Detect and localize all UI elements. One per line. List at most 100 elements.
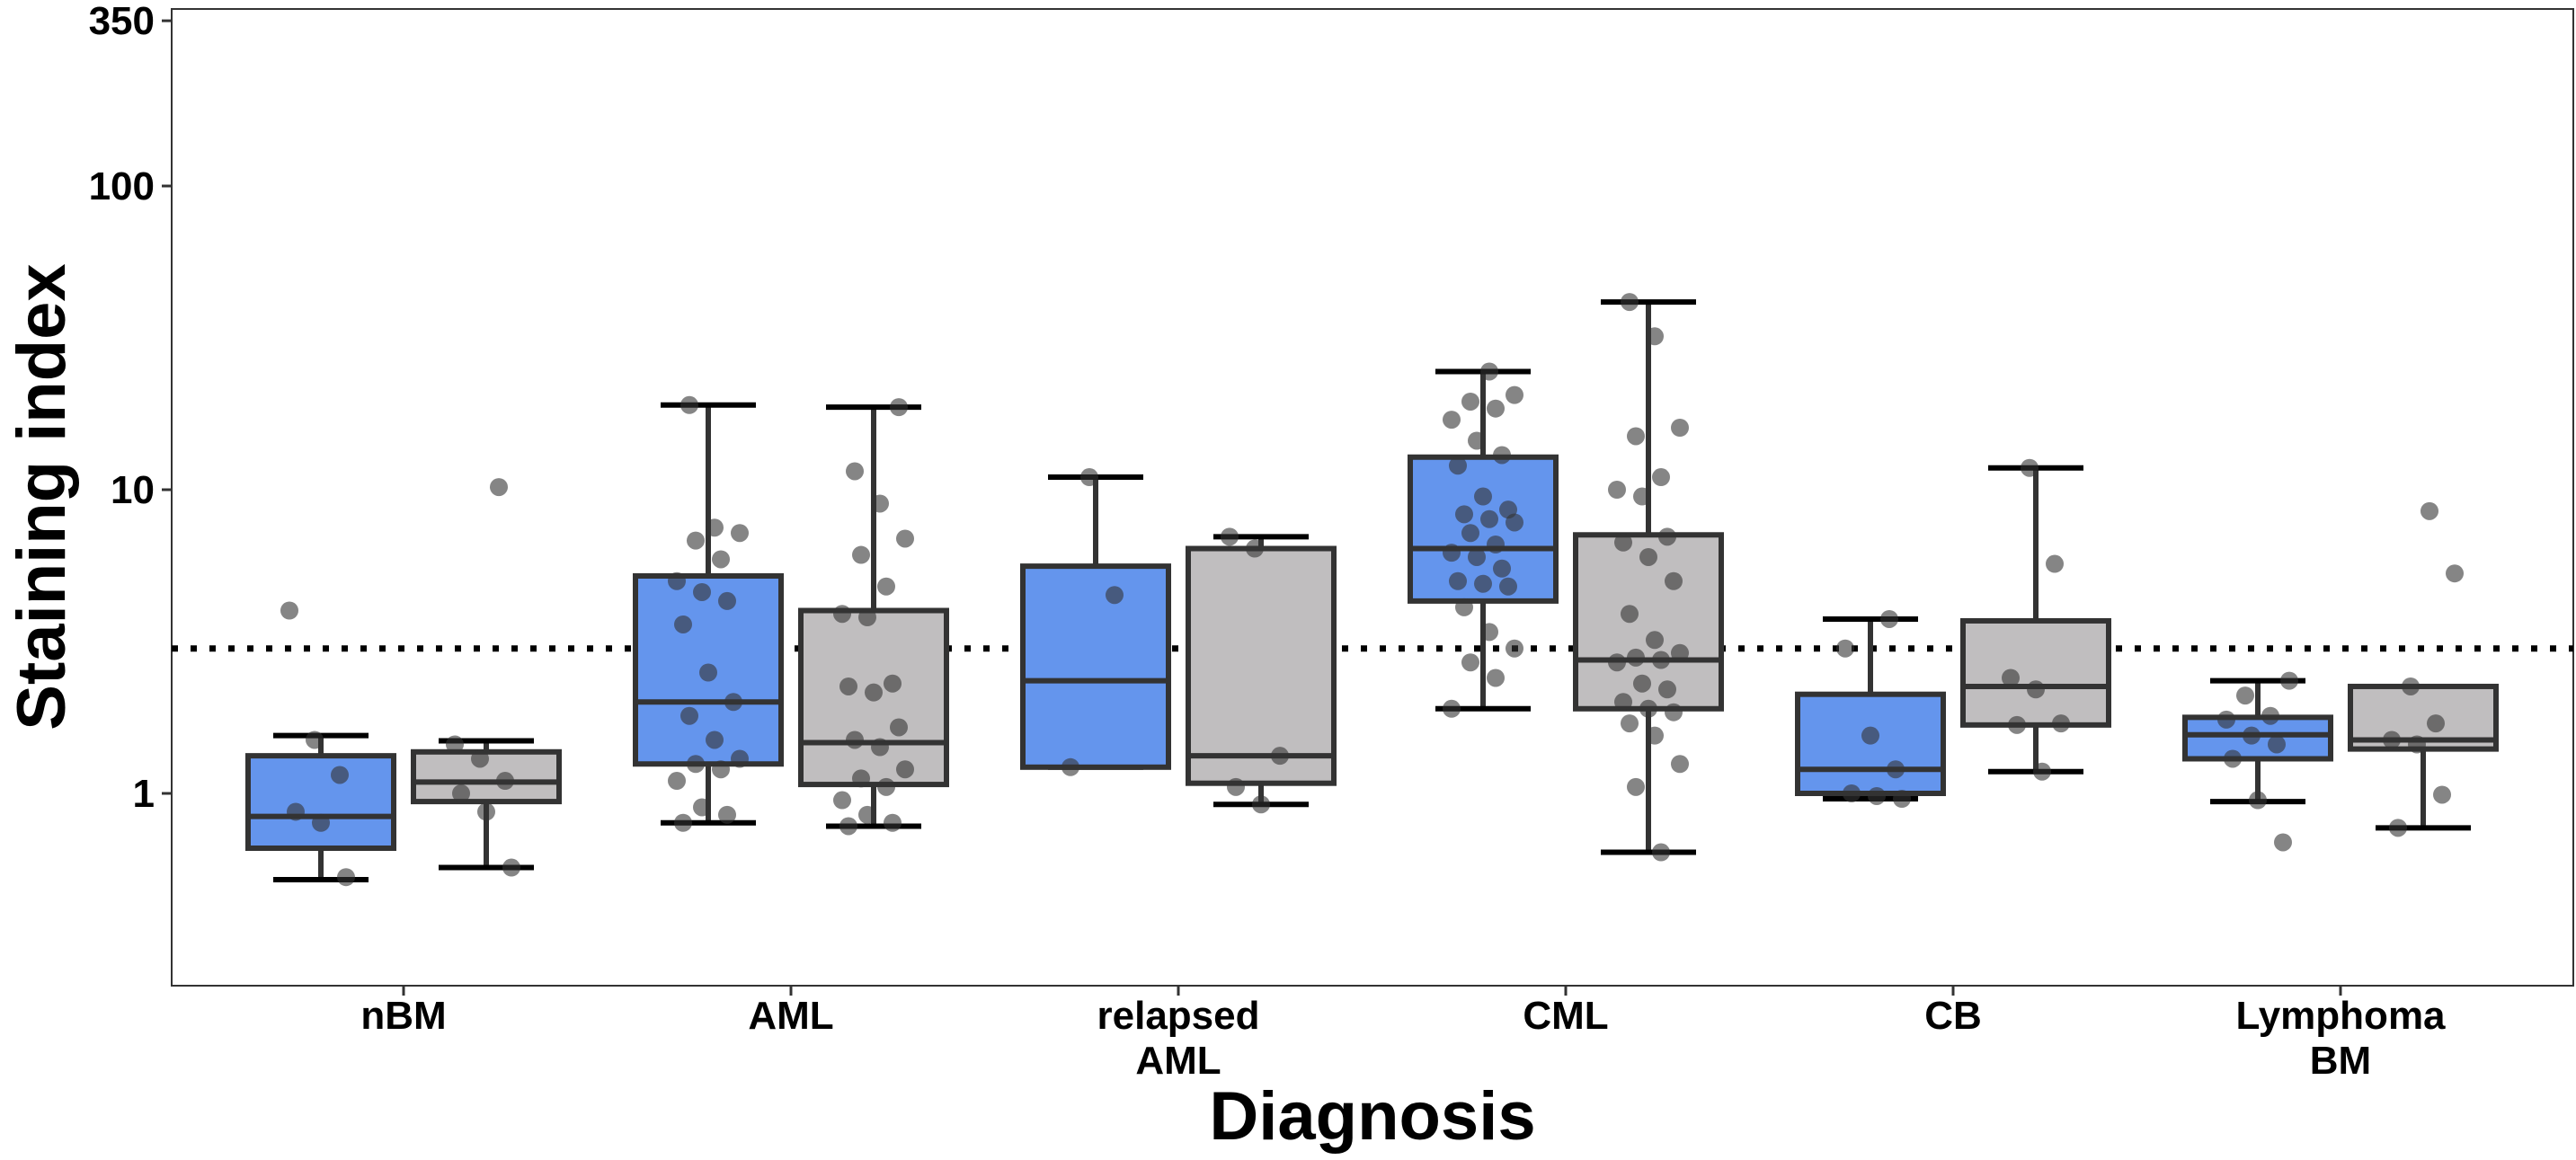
data-point [884, 814, 902, 832]
box [1188, 549, 1334, 784]
data-point [2280, 672, 2298, 690]
data-point [1493, 560, 1511, 578]
data-point [1061, 758, 1079, 776]
data-point [1836, 640, 1854, 658]
x-tick-label: AML [748, 994, 833, 1038]
data-point [1658, 680, 1676, 698]
data-point [2002, 669, 2020, 686]
data-point [2408, 735, 2426, 753]
y-tick-label: 100 [89, 164, 155, 208]
data-point [1461, 653, 1479, 671]
data-point [2236, 686, 2254, 704]
data-point [1614, 693, 1632, 711]
data-point [1493, 446, 1511, 464]
data-point [1480, 362, 1498, 380]
data-point [1443, 700, 1461, 718]
data-point [1665, 704, 1683, 722]
data-point [1455, 598, 1473, 616]
data-point [2033, 763, 2051, 781]
data-point [1443, 544, 1461, 562]
x-tick-label: relapsed AML [1097, 994, 1260, 1083]
data-point [1461, 524, 1479, 542]
data-point [502, 859, 520, 877]
data-point [1633, 675, 1651, 693]
data-point [1621, 714, 1639, 732]
data-point [2402, 677, 2420, 695]
data-point [477, 802, 495, 820]
data-point [1671, 755, 1689, 773]
data-point [2433, 785, 2451, 803]
data-point [852, 769, 870, 787]
plot-panel [172, 9, 2573, 986]
data-point [1671, 644, 1689, 662]
data-point [1461, 393, 1479, 411]
data-point [1652, 844, 1670, 862]
data-point [674, 615, 692, 633]
data-point [1639, 548, 1657, 566]
data-point [1627, 427, 1645, 445]
y-axis-title: Staining index [4, 263, 80, 730]
box [1023, 566, 1168, 767]
data-point [1506, 386, 1523, 404]
data-point [871, 494, 889, 512]
y-tick-label: 1 [133, 772, 155, 816]
x-tick-label-line: Lymphoma [2235, 994, 2446, 1038]
data-point [1443, 411, 1461, 429]
x-axis-title: Diagnosis [1209, 1078, 1535, 1155]
data-point [680, 396, 698, 414]
data-point [1455, 505, 1473, 523]
data-point [1449, 456, 1467, 474]
data-point [1227, 778, 1245, 796]
data-point [846, 462, 864, 480]
data-point [2427, 714, 2445, 732]
data-point [1652, 651, 1670, 669]
data-point [1474, 575, 1492, 593]
data-point [280, 602, 298, 620]
x-tick-label-line: relapsed [1097, 994, 1260, 1038]
data-point [1271, 747, 1289, 765]
box [1963, 621, 2109, 725]
data-point [1646, 727, 1664, 745]
data-point [858, 608, 876, 626]
data-point [2046, 555, 2064, 573]
x-tick-label: CB [1924, 994, 1982, 1038]
data-point [2421, 502, 2438, 520]
data-point [731, 749, 749, 767]
data-point [1608, 653, 1626, 671]
data-point [839, 677, 857, 695]
data-point [1627, 649, 1645, 667]
data-point [1646, 327, 1664, 345]
data-point [668, 572, 686, 590]
data-point [896, 760, 914, 778]
data-point [871, 739, 889, 757]
data-point [839, 817, 857, 835]
data-point [718, 806, 736, 824]
data-point [1506, 513, 1523, 531]
data-point [306, 731, 324, 748]
data-point [1608, 481, 1626, 499]
data-point [1652, 468, 1670, 486]
data-point [1665, 572, 1683, 590]
data-point [1506, 640, 1523, 658]
data-point [312, 814, 330, 832]
data-point [1468, 431, 1486, 449]
data-point [1633, 488, 1651, 506]
data-point [674, 814, 692, 832]
y-tick-label: 10 [111, 468, 155, 512]
data-point [706, 731, 724, 748]
data-point [490, 478, 508, 496]
x-tick-label-line: CML [1523, 994, 1608, 1038]
data-point [884, 675, 902, 693]
data-point [890, 398, 908, 416]
data-point [890, 718, 908, 736]
data-point [2383, 731, 2401, 748]
data-point [699, 663, 717, 681]
data-point [2446, 564, 2464, 582]
data-point [1474, 488, 1492, 506]
x-tick-label: CML [1523, 994, 1608, 1038]
data-point [496, 772, 514, 790]
data-point [687, 532, 705, 550]
data-point [1487, 669, 1505, 686]
data-point [1843, 784, 1861, 802]
